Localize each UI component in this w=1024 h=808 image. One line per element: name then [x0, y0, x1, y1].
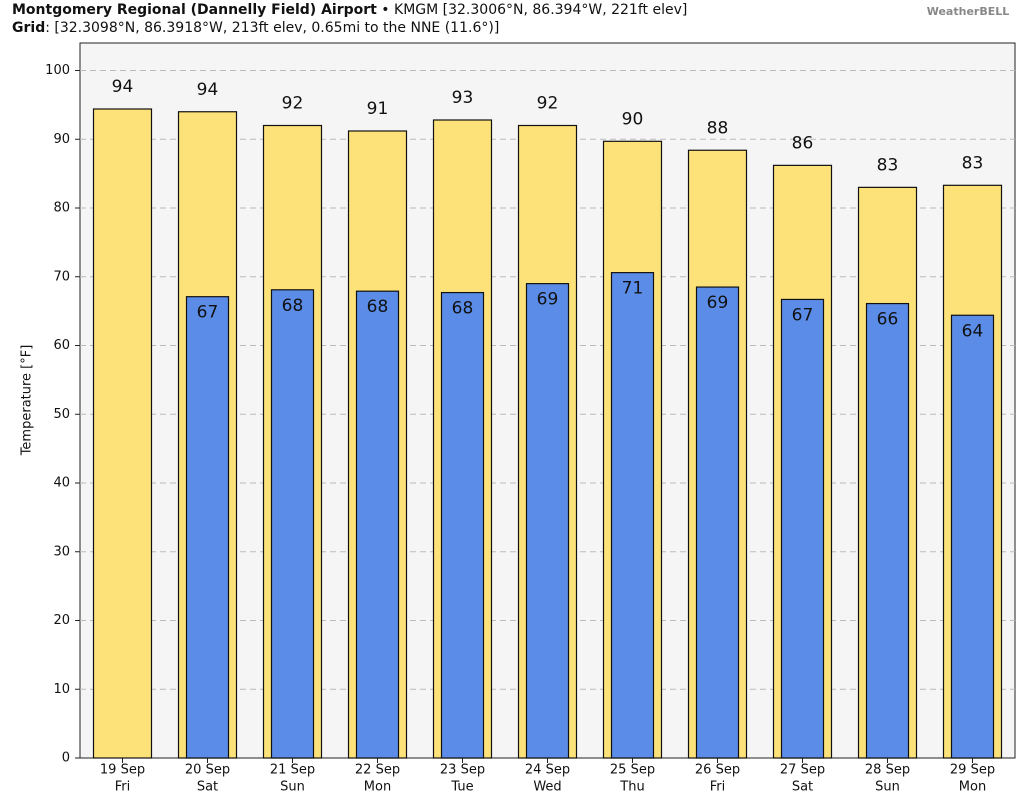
x-tick-label: Sun	[875, 780, 900, 795]
chart-subtitle: Grid: [32.3098°N, 86.3918°W, 213ft elev,…	[12, 20, 499, 36]
value-label: 66	[877, 310, 899, 330]
x-tick-label: 25 Sep	[610, 763, 655, 778]
value-label: 92	[537, 94, 559, 114]
bar	[185, 296, 230, 759]
bar	[440, 291, 485, 759]
logo: WeatherBELL	[927, 5, 1010, 18]
x-tick-label: Sat	[792, 780, 813, 795]
value-label: 68	[282, 296, 304, 316]
value-label: 64	[962, 321, 984, 341]
y-tick-label: 100	[45, 63, 70, 78]
y-axis-label: Temperature [°F]	[20, 345, 35, 457]
bar	[610, 272, 655, 759]
y-tick-label: 10	[53, 682, 70, 697]
x-tick-label: Thu	[619, 780, 644, 795]
value-label: 71	[622, 279, 644, 299]
x-tick-label: 24 Sep	[525, 763, 570, 778]
value-label: 93	[452, 88, 474, 108]
x-tick-label: Mon	[364, 780, 391, 795]
value-label: 68	[367, 297, 389, 317]
bar	[92, 108, 153, 759]
y-tick-label: 30	[53, 544, 70, 559]
value-label: 67	[197, 303, 219, 323]
x-tick-label: 23 Sep	[440, 763, 485, 778]
bar	[865, 302, 910, 759]
subtitle-main: Grid	[12, 20, 45, 36]
x-tick-label: Wed	[533, 780, 561, 795]
chart-title: Montgomery Regional (Dannelly Field) Air…	[12, 2, 687, 18]
bar	[780, 298, 825, 759]
value-label: 90	[622, 109, 644, 129]
subtitle-detail: : [32.3098°N, 86.3918°W, 213ft elev, 0.6…	[45, 20, 499, 36]
y-tick-label: 20	[53, 613, 70, 628]
bar	[270, 289, 315, 759]
y-tick-label: 90	[53, 132, 70, 147]
value-label: 92	[282, 94, 304, 114]
y-tick-label: 50	[53, 407, 70, 422]
bar	[355, 290, 400, 759]
value-label: 83	[962, 153, 984, 173]
value-label: 67	[792, 305, 814, 325]
x-tick-label: Fri	[710, 780, 726, 795]
y-tick-label: 70	[53, 269, 70, 284]
x-tick-label: 19 Sep	[100, 763, 145, 778]
bar	[950, 314, 995, 759]
x-tick-label: Fri	[115, 780, 131, 795]
value-label: 68	[452, 299, 474, 319]
title-detail: • KMGM [32.3006°N, 86.394°W, 221ft elev]	[377, 2, 687, 18]
value-label: 83	[877, 155, 899, 175]
x-tick-label: Sun	[280, 780, 305, 795]
x-tick-label: 21 Sep	[270, 763, 315, 778]
y-tick-label: 40	[53, 476, 70, 491]
x-tick-label: 28 Sep	[865, 763, 910, 778]
value-label: 91	[367, 99, 389, 119]
x-tick-label: Mon	[959, 780, 986, 795]
bar	[525, 283, 570, 759]
title-main: Montgomery Regional (Dannelly Field) Air…	[12, 2, 377, 18]
x-tick-label: 26 Sep	[695, 763, 740, 778]
value-label: 69	[537, 290, 559, 310]
x-tick-label: Sat	[197, 780, 218, 795]
value-label: 94	[197, 80, 219, 100]
x-tick-label: 27 Sep	[780, 763, 825, 778]
value-label: 69	[707, 293, 729, 313]
x-tick-label: 29 Sep	[950, 763, 995, 778]
x-tick-label: 20 Sep	[185, 763, 230, 778]
x-tick-label: 22 Sep	[355, 763, 400, 778]
y-tick-label: 0	[62, 751, 70, 766]
value-label: 86	[792, 133, 814, 153]
value-label: 88	[707, 118, 729, 138]
bar	[695, 286, 740, 759]
value-label: 94	[112, 77, 134, 97]
y-tick-label: 60	[53, 338, 70, 353]
x-tick-label: Tue	[450, 780, 473, 795]
y-tick-label: 80	[53, 201, 70, 216]
